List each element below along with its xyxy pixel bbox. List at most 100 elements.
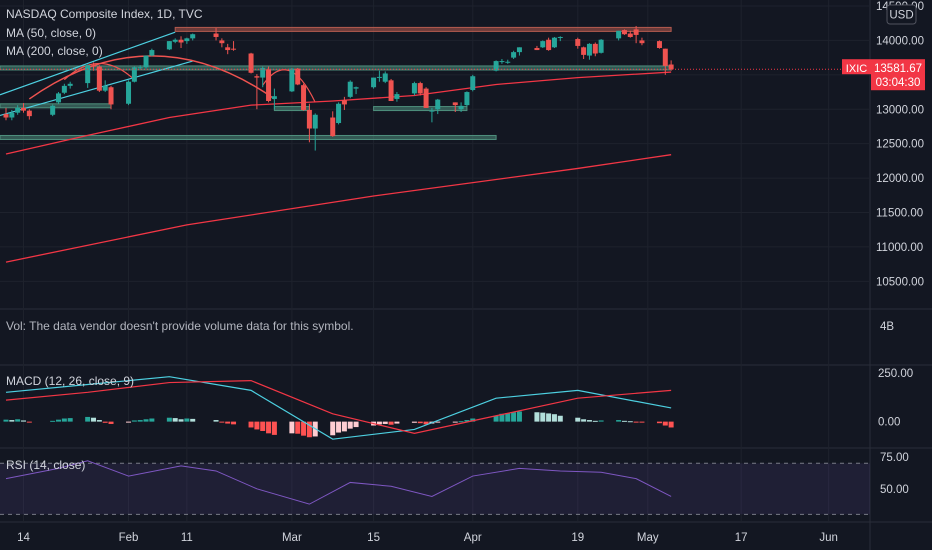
price-tag-value-box [871, 59, 925, 91]
macd-histogram-bar [219, 421, 225, 423]
macd-axis-tick: 250.00 [878, 368, 913, 380]
macd-histogram-bar [301, 421, 307, 436]
candle-body [219, 40, 225, 44]
macd-lines [5, 376, 672, 440]
ma200-legend[interactable]: MA (200, close, 0) [6, 44, 103, 58]
candle-body [166, 41, 172, 50]
candle-body [639, 40, 645, 44]
rsi-legend[interactable]: RSI (14, close) [6, 458, 85, 472]
ma50-legend[interactable]: MA (50, close, 0) [6, 26, 96, 40]
candle-body [190, 34, 196, 39]
macd-histogram-bar [516, 411, 522, 422]
macd-histogram-bar [21, 420, 27, 422]
time-axis-label: 19 [571, 532, 584, 544]
macd-histogram-bar [534, 412, 540, 422]
candle-body [85, 65, 91, 84]
candle-body [96, 66, 102, 91]
macd-histogram-bar [248, 421, 254, 428]
channel-lower-line [0, 60, 193, 117]
currency-button[interactable]: USD [886, 4, 917, 25]
candle-body [668, 64, 674, 70]
macd-histogram-bar [56, 419, 62, 422]
rsi-band [0, 463, 870, 515]
rsi-axis-tick: 50.00 [880, 484, 909, 496]
time-axis-label: May [637, 532, 659, 544]
candle-body [149, 50, 155, 56]
macd-histogram-bar [289, 421, 295, 434]
macd-histogram-bar [639, 421, 645, 423]
macd-histogram-bar [353, 421, 359, 428]
macd-histogram-bar [511, 412, 517, 422]
macd-histogram-bar [166, 417, 172, 422]
rsi-axis-tick: 75.00 [880, 452, 909, 464]
macd-histogram-bar [452, 421, 458, 423]
macd-histogram-bar [336, 421, 342, 433]
time-axis[interactable]: 14 Feb 11 Mar 15 Apr 19 May 17 Jun [17, 532, 838, 544]
candle-body [353, 87, 359, 89]
candle-body [248, 53, 254, 73]
macd-histogram-bar [190, 418, 196, 422]
candle-body [15, 107, 21, 113]
price-axis-tick: 11500.00 [876, 208, 923, 220]
candle-body [137, 67, 143, 69]
macd-histogram-bar [464, 420, 470, 422]
candle-body [301, 85, 307, 110]
price-tag-symbol-box [842, 59, 871, 75]
candle-body [336, 103, 342, 124]
macd-histogram-bar [616, 420, 622, 422]
candle-body [67, 83, 73, 86]
macd-histogram-bar [411, 421, 417, 423]
macd-line [5, 376, 672, 440]
candle-body [102, 85, 108, 91]
time-axis-label: 11 [181, 532, 193, 544]
annotation-zone [0, 134, 497, 140]
macd-histogram-bar [551, 414, 557, 422]
candle-body [429, 110, 435, 112]
candle-body [534, 47, 540, 51]
candle-body [312, 114, 318, 129]
candle-body [464, 92, 470, 106]
candle-body [435, 99, 441, 110]
macd-histogram-bar [621, 420, 627, 422]
candle-body [306, 109, 312, 129]
macd-histogram-bar [458, 421, 464, 423]
candle-body [143, 55, 149, 68]
macd-histogram-bar [417, 421, 423, 424]
candle-body [254, 76, 260, 78]
candle-body [295, 68, 301, 85]
candle-body [56, 93, 62, 103]
candle-body [493, 61, 499, 71]
macd-histogram-bar [668, 421, 674, 428]
candle-body [394, 94, 400, 99]
macd-legend[interactable]: MACD (12, 26, close, 9) [6, 374, 134, 388]
macd-histogram-bar [557, 415, 563, 422]
ma-line [5, 154, 672, 263]
macd-histogram-bar [9, 420, 15, 422]
candle-body [21, 107, 27, 111]
candle-body [376, 76, 382, 78]
macd-histogram-bar [306, 421, 312, 438]
macd-histogram-bar [656, 421, 662, 424]
macd-histogram-bar [581, 419, 587, 422]
price-axis[interactable]: 14500.0014000.0013500.0013000.0012500.00… [876, 1, 924, 288]
candle-body [9, 112, 15, 118]
time-axis-label: Feb [119, 532, 139, 544]
macd-histogram-bar [546, 413, 552, 422]
candle-body [505, 61, 511, 63]
macd-histogram-bar [96, 420, 102, 422]
candle-body [213, 33, 219, 37]
macd-histogram-bar [388, 421, 394, 425]
macd-histogram-bar [540, 412, 546, 422]
candle-body [627, 33, 633, 37]
candle-body [452, 102, 458, 106]
channel-upper-line [0, 31, 176, 96]
candle-body [581, 47, 587, 55]
macd-histogram-bar [231, 421, 237, 425]
candle-body [289, 68, 295, 92]
time-axis-label: 17 [735, 532, 748, 544]
macd-histogram-bar [126, 421, 132, 423]
candle-body [458, 105, 464, 110]
price-axis-tick: 12500.00 [876, 139, 924, 151]
